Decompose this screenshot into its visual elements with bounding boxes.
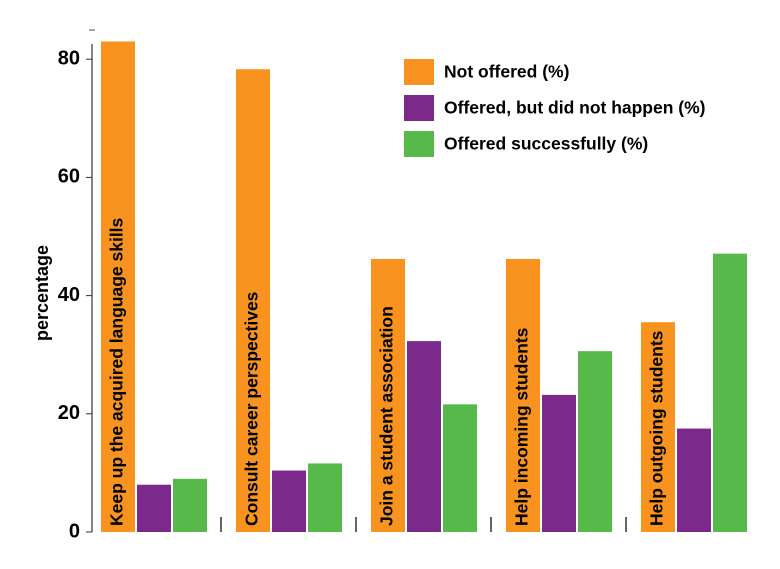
axes: percentage <box>32 29 95 532</box>
legend-label: Offered successfully (%) <box>444 134 648 154</box>
bar-offered-successfully <box>443 404 477 532</box>
category-label: Help outgoing students <box>647 330 667 526</box>
bar-offered-not-happened <box>137 484 171 532</box>
category-label: Consult career perspectives <box>242 291 262 526</box>
bar-offered-not-happened <box>542 394 576 532</box>
legend-swatch <box>404 59 434 85</box>
bar-offered-not-happened <box>272 470 306 532</box>
bar-not-offered <box>641 322 675 532</box>
y-axis-label: percentage <box>32 245 52 341</box>
bar-offered-not-happened <box>407 341 441 532</box>
legend: Not offered (%) Offered, but did not happ… <box>404 59 706 157</box>
category-labels: Keep up the acquired language skills Cons… <box>107 217 667 526</box>
y-tick-label: 80 <box>58 47 80 69</box>
bar-not-offered <box>236 69 270 532</box>
legend-swatch <box>404 95 434 121</box>
bar-offered-successfully <box>173 478 207 532</box>
legend-label: Offered, but did not happen (%) <box>444 98 706 118</box>
bar-offered-successfully <box>713 253 747 532</box>
bar-not-offered <box>101 41 135 532</box>
y-tick-label: 0 <box>69 520 80 542</box>
legend-swatch <box>404 131 434 157</box>
bar-not-offered <box>506 258 540 532</box>
y-tick-label: 20 <box>58 402 80 424</box>
y-tick-label: 60 <box>58 166 80 188</box>
legend-label: Not offered (%) <box>444 62 569 82</box>
y-ticks: 0 20 40 60 80 <box>58 47 92 542</box>
category-label: Join a student association <box>377 306 397 526</box>
group-separators <box>220 517 627 532</box>
category-label: Help incoming students <box>512 327 532 526</box>
bar-offered-successfully <box>578 351 612 532</box>
bar-offered-not-happened <box>677 428 711 532</box>
category-label: Keep up the acquired language skills <box>107 217 127 526</box>
bars <box>101 41 747 532</box>
bar-offered-successfully <box>308 463 342 532</box>
y-tick-label: 40 <box>58 284 80 306</box>
bar-not-offered <box>371 258 405 532</box>
